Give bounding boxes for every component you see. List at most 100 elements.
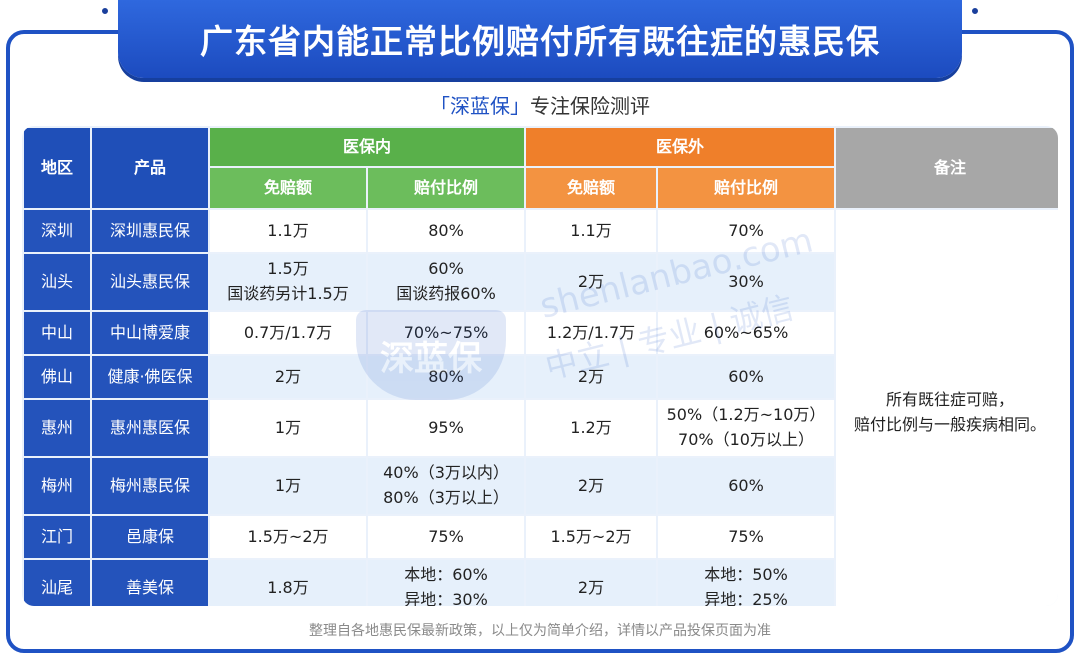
cell-line: 1.5万	[267, 259, 309, 279]
note-cell: 所有既往症可赔， 赔付比例与一般疾病相同。	[836, 210, 1058, 606]
comparison-table-wrap: 地区 产品 医保内 医保外 备注 免赔额 赔付比例 免赔额 赔付比例 深圳 深圳惠…	[22, 126, 1058, 606]
cell-line: 1.1万	[570, 220, 612, 240]
cell-line: 40%（3万以内）	[383, 463, 509, 483]
table-row: 汕头 汕头惠民保 1.5万 国谈药另计1.5万 60% 国谈药报60% 2万 30%	[24, 254, 1058, 310]
cell-region: 深圳	[24, 210, 90, 252]
cell-line: 2万	[577, 271, 605, 291]
cell-line: 75%	[428, 526, 464, 546]
cell-line: 70%	[728, 220, 764, 240]
cell-outside-deductible: 2万	[526, 560, 657, 606]
cell-line: 国谈药报60%	[396, 284, 496, 303]
cell-inside-ratio: 95%	[368, 400, 525, 456]
cell-line: 1.8万	[267, 577, 309, 597]
brand-slogan: 专注保险测评	[530, 94, 650, 118]
header-inside: 医保内	[210, 128, 525, 166]
table-row: 江门 邑康保 1.5万~2万 75% 1.5万~2万 75%	[24, 516, 1058, 558]
cell-line: 1.1万	[267, 220, 309, 240]
table-row: 梅州 梅州惠民保 1万 40%（3万以内） 80%（3万以上） 2万 60%	[24, 458, 1058, 514]
cell-line: 异地：30%	[404, 590, 488, 606]
cell-region: 佛山	[24, 356, 90, 398]
subtitle: 「深蓝保」专注保险测评	[0, 90, 1080, 119]
cell-outside-ratio: 75%	[658, 516, 835, 558]
cell-outside-deductible: 1.2万/1.7万	[526, 312, 657, 354]
cell-inside-ratio: 本地：60% 异地：30%	[368, 560, 525, 606]
table-row: 汕尾 善美保 1.8万 本地：60% 异地：30% 2万 本地：50% 异地：25%	[24, 560, 1058, 606]
cell-inside-deductible: 1.5万~2万	[210, 516, 366, 558]
cell-outside-ratio: 本地：50% 异地：25%	[658, 560, 835, 606]
cell-line: 2万	[577, 366, 605, 386]
cell-line: 30%	[728, 271, 764, 291]
header-outside-ratio: 赔付比例	[658, 168, 835, 208]
cell-outside-deductible: 1.2万	[526, 400, 657, 456]
cell-region: 江门	[24, 516, 90, 558]
cell-outside-ratio: 60%	[658, 458, 835, 514]
table-row: 惠州 惠州惠医保 1万 95% 1.2万 50%（1.2万~10万） 70%（10万以上）	[24, 400, 1058, 456]
cell-product: 梅州惠民保	[92, 458, 208, 514]
cell-outside-deductible: 2万	[526, 356, 657, 398]
table-row: 深圳 深圳惠民保 1.1万 80% 1.1万 70% 所有既往症可赔， 赔付比例与一般疾病相同…	[24, 210, 1058, 606]
cell-product: 汕头惠民保	[92, 254, 208, 310]
cell-product: 中山博爱康	[92, 312, 208, 354]
header-region: 地区	[24, 128, 90, 208]
cell-line: 95%	[428, 417, 464, 437]
cell-line: 70%（10万以上）	[678, 430, 814, 449]
cell-outside-deductible: 1.1万	[526, 210, 657, 252]
cell-outside-ratio: 50%（1.2万~10万） 70%（10万以上）	[658, 400, 835, 456]
cell-outside-ratio: 30%	[658, 254, 835, 310]
cell-line: 50%（1.2万~10万）	[666, 405, 826, 425]
cell-product: 善美保	[92, 560, 208, 606]
cell-inside-deductible: 0.7万/1.7万	[210, 312, 366, 354]
header-product: 产品	[92, 128, 208, 208]
cell-inside-deductible: 1.1万	[210, 210, 366, 252]
header-inside-ratio: 赔付比例	[368, 168, 525, 208]
cell-line: 2万	[274, 366, 302, 386]
cell-line: 60%	[728, 475, 764, 495]
cell-product: 深圳惠民保	[92, 210, 208, 252]
title-banner: 广东省内能正常比例赔付所有既往症的惠民保	[100, 0, 980, 78]
header-outside-deductible: 免赔额	[526, 168, 657, 208]
cell-line: 1万	[274, 475, 302, 495]
cell-product: 邑康保	[92, 516, 208, 558]
cell-inside-ratio: 80%	[368, 356, 525, 398]
cell-inside-ratio: 70%~75%	[368, 312, 525, 354]
cell-inside-deductible: 1万	[210, 458, 366, 514]
cell-inside-deductible: 1万	[210, 400, 366, 456]
cell-line: 国谈药另计1.5万	[227, 284, 349, 303]
cell-line: 1.2万/1.7万	[546, 322, 636, 342]
cell-inside-deductible: 2万	[210, 356, 366, 398]
cell-region: 汕头	[24, 254, 90, 310]
cell-line: 60%	[428, 259, 464, 279]
banner-dot-right	[970, 6, 980, 16]
cell-outside-ratio: 70%	[658, 210, 835, 252]
cell-line: 75%	[728, 526, 764, 546]
cell-region: 梅州	[24, 458, 90, 514]
cell-line: 异地：25%	[704, 590, 788, 606]
page-title: 广东省内能正常比例赔付所有既往症的惠民保	[200, 22, 880, 61]
table-row: 中山 中山博爱康 0.7万/1.7万 70%~75% 1.2万/1.7万 60%~65%	[24, 312, 1058, 354]
cell-line: 80%	[428, 366, 464, 386]
cell-inside-ratio: 80%	[368, 210, 525, 252]
cell-outside-deductible: 2万	[526, 458, 657, 514]
cell-line: 60%	[728, 366, 764, 386]
cell-line: 60%~65%	[703, 322, 789, 342]
cell-line: 0.7万/1.7万	[243, 322, 333, 342]
cell-inside-ratio: 60% 国谈药报60%	[368, 254, 525, 310]
cell-inside-deductible: 1.5万国谈药另计1.5万	[210, 254, 366, 310]
cell-outside-deductible: 1.5万~2万	[526, 516, 657, 558]
cell-region: 汕尾	[24, 560, 90, 606]
note-line: 赔付比例与一般疾病相同。	[854, 415, 1047, 434]
cell-line: 70%~75%	[403, 322, 489, 342]
brand-name: 「深蓝保」	[430, 94, 530, 118]
cell-line: 本地：50%	[704, 565, 788, 585]
cell-line: 1.5万~2万	[247, 526, 329, 546]
cell-line: 80%（3万以上）	[383, 488, 509, 507]
footer-note: 整理自各地惠民保最新政策，以上仅为简单介绍，详情以产品投保页面为准	[309, 623, 771, 639]
cell-line: 2万	[577, 475, 605, 495]
cell-inside-deductible: 1.8万	[210, 560, 366, 606]
cell-line: 1万	[274, 417, 302, 437]
banner-dot-left	[100, 6, 110, 16]
header-inside-deductible: 免赔额	[210, 168, 366, 208]
cell-line: 本地：60%	[404, 565, 488, 585]
comparison-table: 地区 产品 医保内 医保外 备注 免赔额 赔付比例 免赔额 赔付比例 深圳 深圳惠…	[22, 126, 1058, 606]
cell-line: 80%	[428, 220, 464, 240]
